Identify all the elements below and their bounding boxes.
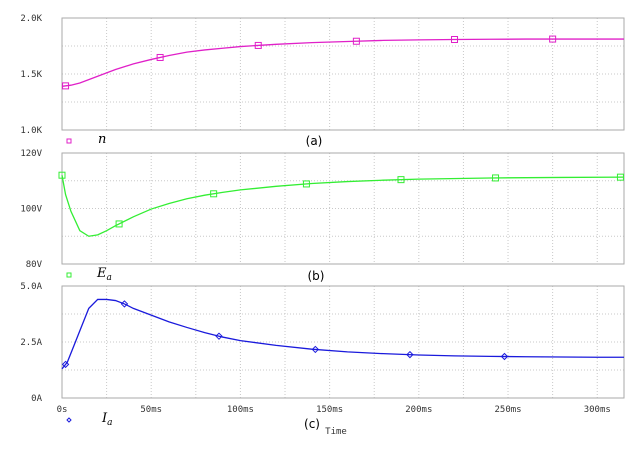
plot-frame xyxy=(61,152,625,265)
data-marker xyxy=(210,190,218,198)
panel-label: (b) xyxy=(308,269,325,283)
panel-1: 1.0K 1.5K 2.0K n (a) xyxy=(20,14,625,148)
plot-frame xyxy=(61,285,625,399)
x-tick-label: 300ms xyxy=(584,405,611,415)
y-tick-label: 120V xyxy=(20,149,42,159)
data-marker xyxy=(115,220,123,228)
data-marker xyxy=(500,352,509,361)
data-marker xyxy=(549,35,557,43)
data-marker xyxy=(215,332,223,340)
panel-label: (a) xyxy=(306,134,323,148)
legend-marker xyxy=(66,138,72,144)
data-marker xyxy=(492,174,500,182)
data-marker xyxy=(156,53,164,61)
legend-label: Ea xyxy=(96,266,112,283)
x-tick-label: 150ms xyxy=(316,405,343,415)
data-marker xyxy=(451,36,459,44)
data-marker xyxy=(61,360,70,369)
panel-label: (c) xyxy=(304,417,320,431)
plot-frame xyxy=(61,17,625,131)
data-marker xyxy=(406,350,414,359)
legend-label: Ia xyxy=(101,411,113,428)
y-tick-label: 2.5A xyxy=(20,338,42,348)
y-tick-label: 1.0K xyxy=(20,126,42,136)
legend-label: n xyxy=(98,132,106,147)
data-marker xyxy=(254,41,262,49)
data-marker xyxy=(302,180,310,188)
panel-2: 80V 100V 120V Ea (b) xyxy=(20,149,625,283)
y-tick-label: 1.5K xyxy=(20,70,42,80)
series-line xyxy=(61,175,625,237)
y-tick-label: 5.0A xyxy=(20,282,42,292)
data-marker xyxy=(58,171,66,179)
panel-3: 0A 2.5A 5.0A Ia (c) xyxy=(20,282,625,431)
data-marker xyxy=(352,37,360,45)
x-tick-label: 200ms xyxy=(405,405,432,415)
x-tick-label: 0s xyxy=(57,405,68,415)
legend-marker xyxy=(66,417,72,423)
y-tick-label: 100V xyxy=(20,205,42,215)
data-marker xyxy=(62,82,70,90)
y-tick-label: 2.0K xyxy=(20,14,42,24)
y-tick-label: 80V xyxy=(26,260,43,270)
series-line xyxy=(61,38,624,87)
x-tick-label: 50ms xyxy=(140,405,162,415)
series-line xyxy=(61,298,624,370)
y-tick-label: 0A xyxy=(31,394,42,404)
data-marker xyxy=(311,345,320,354)
data-marker xyxy=(616,173,624,181)
x-axis-label: Time xyxy=(325,427,347,437)
legend-marker xyxy=(66,272,72,278)
x-tick-label: 100ms xyxy=(227,405,254,415)
x-tick-label: 250ms xyxy=(494,405,521,415)
data-marker xyxy=(397,176,405,184)
data-marker xyxy=(120,300,129,308)
